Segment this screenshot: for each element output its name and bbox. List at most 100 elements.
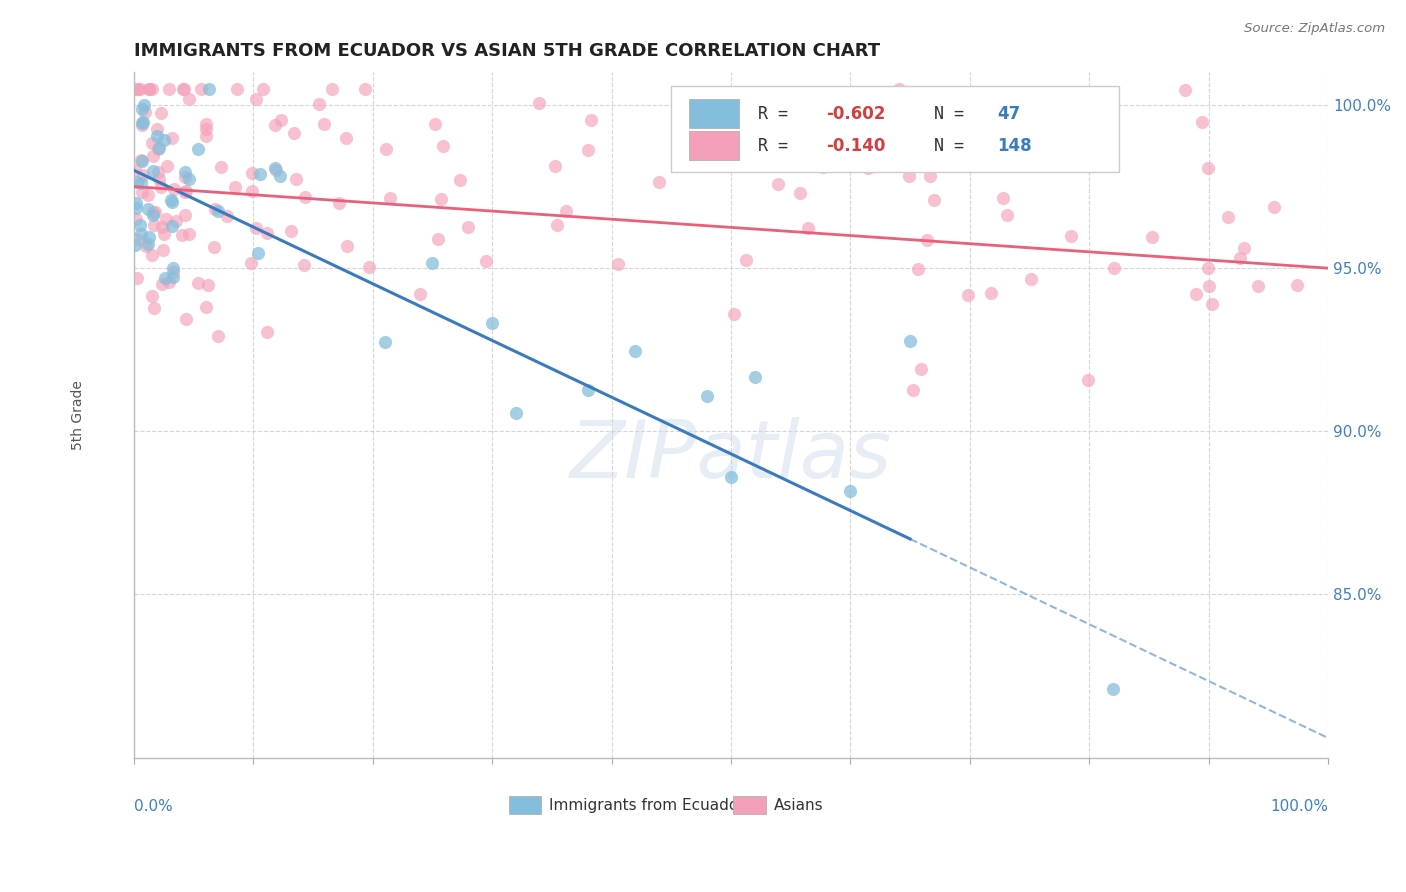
FancyBboxPatch shape [689, 99, 740, 128]
Point [720, 470, 742, 484]
Point [264, 119, 287, 133]
FancyBboxPatch shape [509, 796, 541, 814]
Point [142, 149, 165, 163]
Text: 148: 148 [997, 136, 1032, 154]
Point [157, 276, 180, 290]
Point [907, 262, 929, 277]
Point [142, 301, 165, 315]
Point [766, 177, 789, 191]
Point [426, 232, 449, 246]
Point [425, 117, 447, 131]
Point [1102, 682, 1125, 697]
Point [1247, 278, 1270, 293]
Point [125, 212, 148, 227]
Point [1021, 272, 1043, 286]
Point [744, 370, 766, 384]
Point [1191, 115, 1213, 129]
Point [153, 133, 176, 147]
Point [150, 219, 173, 234]
Point [1197, 260, 1219, 275]
Point [270, 113, 292, 128]
Point [136, 188, 159, 202]
Point [124, 163, 146, 178]
Point [142, 208, 165, 222]
Point [143, 218, 166, 232]
Point [294, 190, 316, 204]
Point [898, 334, 921, 348]
Point [1185, 287, 1208, 301]
Point [157, 81, 180, 95]
Point [150, 179, 173, 194]
Point [172, 81, 194, 95]
Text: R =: R = [758, 136, 799, 154]
Point [138, 81, 160, 95]
Point [887, 81, 910, 95]
Point [247, 246, 270, 260]
Text: -0.602: -0.602 [827, 104, 886, 122]
Point [856, 161, 879, 176]
Point [239, 256, 262, 270]
Point [170, 227, 193, 242]
Point [1102, 261, 1125, 276]
Point [378, 191, 401, 205]
Point [285, 172, 308, 186]
Point [152, 227, 174, 241]
Point [995, 208, 1018, 222]
Point [155, 211, 177, 226]
Text: ZIPatlas: ZIPatlas [569, 417, 891, 495]
Point [481, 316, 503, 330]
Point [173, 208, 195, 222]
Point [789, 186, 811, 200]
Point [245, 221, 267, 235]
Point [174, 184, 197, 198]
Point [160, 219, 183, 233]
Point [125, 232, 148, 246]
Point [321, 82, 343, 96]
Point [527, 95, 550, 110]
Point [173, 81, 195, 95]
Point [141, 81, 163, 95]
Point [174, 170, 197, 185]
Point [249, 168, 271, 182]
Point [375, 142, 398, 156]
Text: N =: N = [934, 136, 974, 154]
FancyBboxPatch shape [689, 131, 740, 161]
Point [796, 221, 818, 235]
Point [207, 203, 229, 218]
Point [125, 201, 148, 215]
Point [177, 172, 200, 186]
Point [129, 227, 152, 241]
Point [993, 191, 1015, 205]
Point [146, 142, 169, 156]
Point [283, 126, 305, 140]
Point [449, 173, 471, 187]
Point [839, 483, 862, 498]
Point [576, 384, 599, 398]
Point [129, 153, 152, 167]
Point [129, 218, 152, 232]
Point [142, 164, 165, 178]
Text: Immigrants from Ecuador: Immigrants from Ecuador [550, 798, 745, 813]
Point [195, 128, 218, 143]
FancyBboxPatch shape [734, 796, 766, 814]
Point [696, 389, 718, 403]
Point [1059, 228, 1081, 243]
Point [576, 143, 599, 157]
Point [162, 270, 184, 285]
Point [174, 185, 197, 199]
Point [132, 98, 155, 112]
Point [811, 160, 834, 174]
Text: Asians: Asians [773, 798, 824, 813]
Point [1201, 297, 1223, 311]
Text: 47: 47 [997, 104, 1021, 122]
Text: 100.0%: 100.0% [1270, 798, 1329, 814]
Point [128, 81, 150, 95]
Point [917, 233, 939, 247]
Point [903, 383, 925, 397]
Point [886, 155, 908, 169]
Point [280, 224, 302, 238]
Point [138, 229, 160, 244]
Point [131, 154, 153, 169]
Point [374, 335, 396, 350]
Point [263, 161, 285, 175]
